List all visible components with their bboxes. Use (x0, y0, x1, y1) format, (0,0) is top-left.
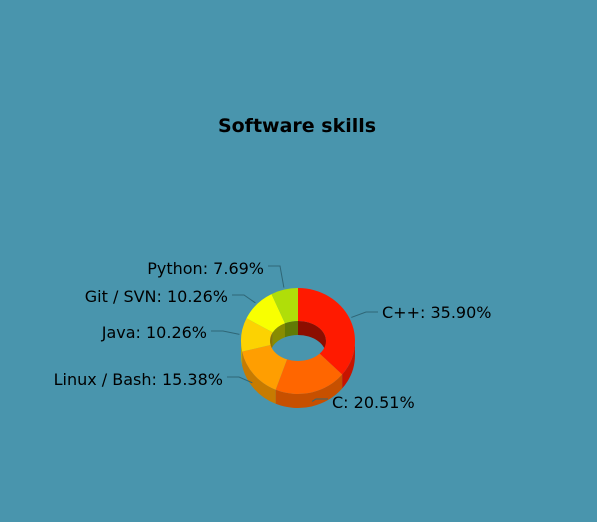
slice-java[interactable] (240, 318, 273, 352)
slice-linux-bash[interactable] (242, 345, 288, 390)
slice-outer-wall-c (342, 341, 355, 389)
leader-line-python (268, 265, 285, 288)
chart-title: Software skills (218, 115, 376, 137)
leader-line-c (311, 398, 328, 402)
slice-labels: C++: 35.90% C: 20.51% Linux / Bash: 15.38%… (54, 259, 492, 412)
slice-label-python: Python: 7.69% (147, 259, 264, 278)
slice-sides (241, 321, 355, 408)
slice-label-java: Java: 10.26% (101, 323, 207, 342)
leader-line-git-svn (232, 294, 256, 304)
slice-inner-wall-python (284, 321, 298, 338)
slice-inner-wall-c (298, 321, 326, 355)
leader-line-java (211, 330, 240, 335)
slice-outer-wall-c (275, 374, 343, 408)
slice-label-git-svn: Git / SVN: 10.26% (85, 287, 228, 306)
slice-outer-wall-java (241, 341, 243, 366)
leader-line-c (351, 311, 378, 318)
leader-line-linux-bash (227, 376, 253, 384)
slice-c[interactable] (275, 353, 343, 394)
slice-label-c: C++: 35.90% (382, 303, 491, 322)
slice-tops (240, 288, 355, 394)
slice-label-linux-bash: Linux / Bash: 15.38% (54, 370, 223, 389)
slice-c[interactable] (298, 288, 355, 375)
slice-outer-wall-linux-bash (242, 351, 276, 404)
slice-inner-wall-git-svn (272, 323, 285, 347)
slice-label-c: C: 20.51% (332, 393, 415, 412)
slice-git-svn[interactable] (246, 294, 285, 333)
slice-python[interactable] (271, 288, 298, 324)
